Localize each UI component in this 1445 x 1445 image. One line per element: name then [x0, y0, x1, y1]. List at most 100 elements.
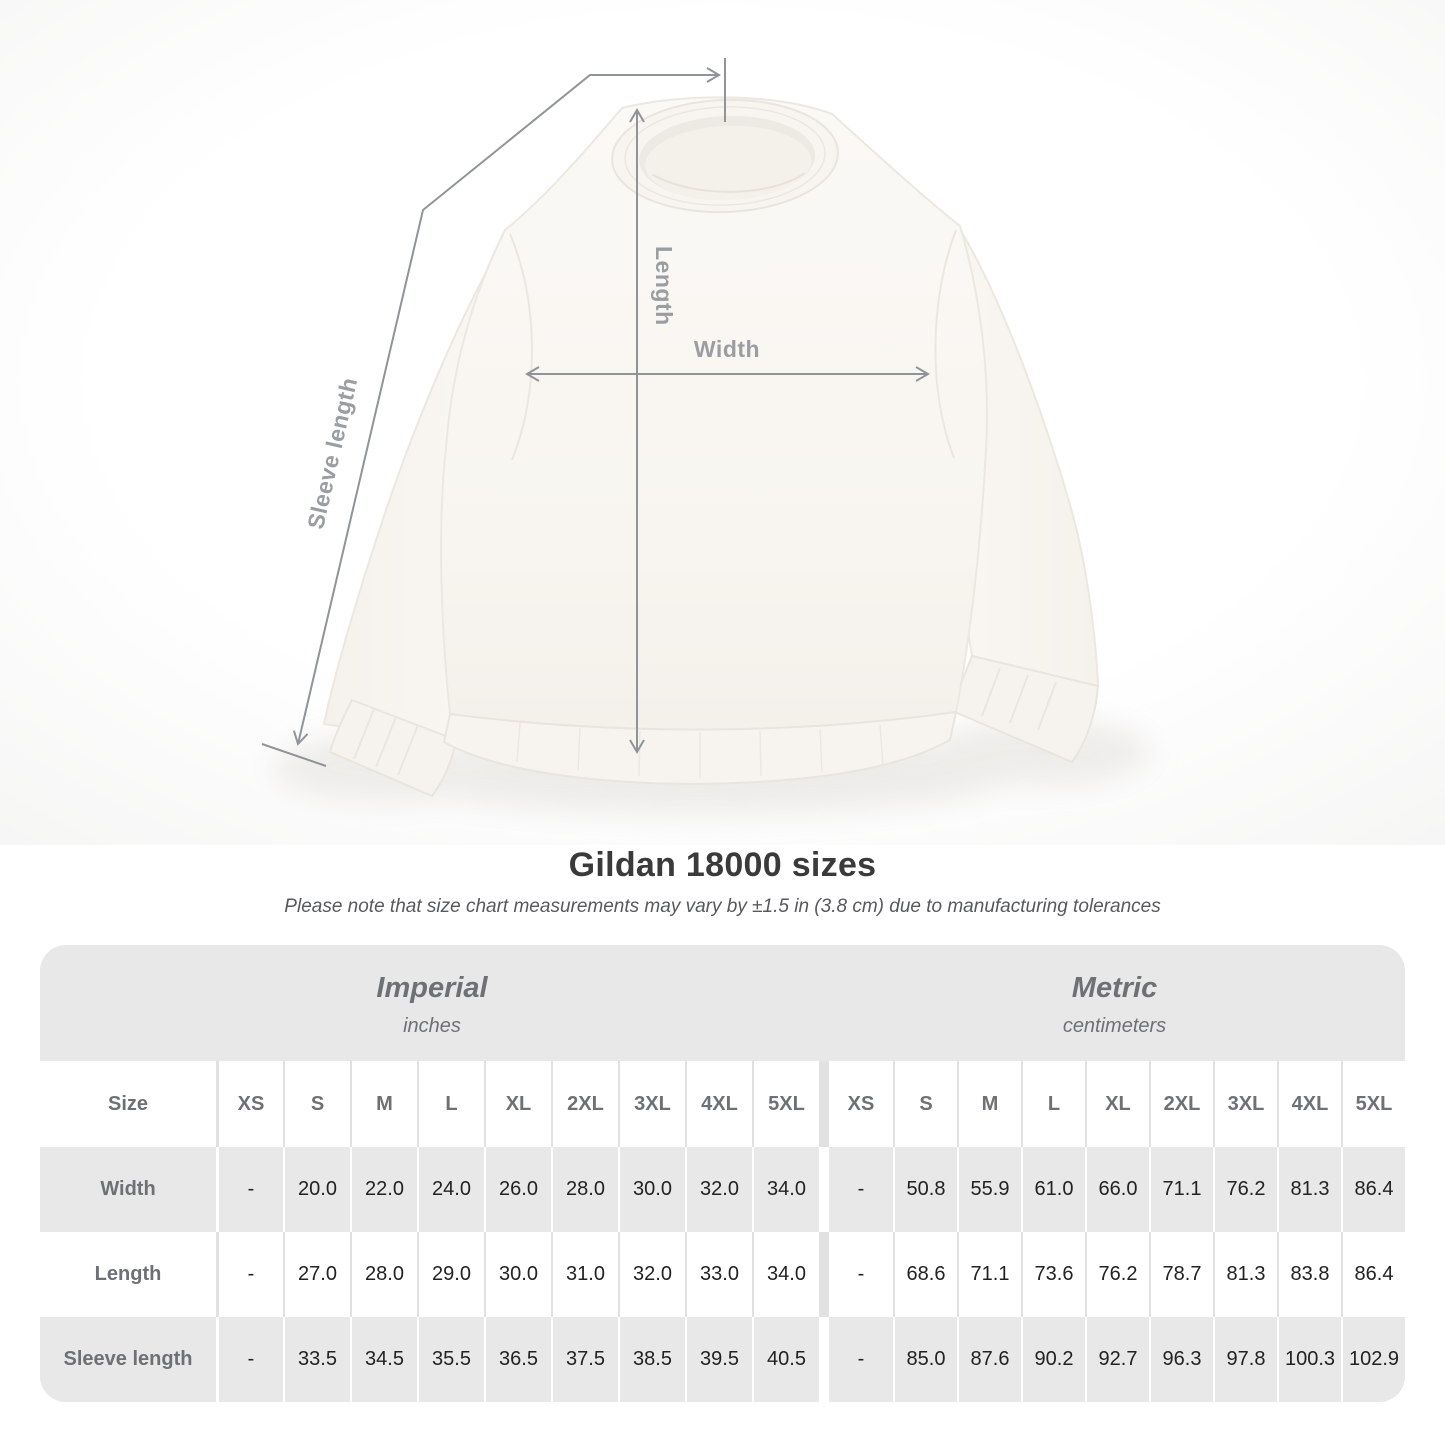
size-col-header: XL — [1085, 1061, 1149, 1147]
corner-header: Size — [107, 1092, 149, 1115]
value-cell: 39.5 — [685, 1317, 752, 1402]
product-photo: Width Length Sleeve length — [0, 0, 1445, 845]
value-cell: 31.0 — [551, 1232, 618, 1317]
size-col-header: 5XL — [752, 1061, 819, 1147]
value-cell: 40.5 — [752, 1317, 819, 1402]
group-divider — [819, 1317, 829, 1402]
length-label: Length — [651, 246, 677, 326]
width-label: Width — [694, 336, 760, 362]
size-col-header: 3XL — [618, 1061, 685, 1147]
value-cell: 73.6 — [1021, 1232, 1085, 1317]
metric-unit: centimeters — [1062, 1015, 1167, 1037]
metric-label: Metric — [1071, 972, 1158, 1004]
group-divider — [819, 1232, 829, 1317]
value-cell: 97.8 — [1213, 1317, 1277, 1402]
value-cell: 61.0 — [1021, 1147, 1085, 1232]
value-cell: - — [216, 1232, 283, 1317]
value-cell: - — [216, 1147, 283, 1232]
size-col-header: 3XL — [1213, 1061, 1277, 1147]
value-cell: 83.8 — [1277, 1232, 1341, 1317]
value-cell: 76.2 — [1085, 1232, 1149, 1317]
value-cell: 68.6 — [893, 1232, 957, 1317]
metric-group-header: Metric centimeters — [824, 945, 1405, 1061]
size-col-header: M — [350, 1061, 417, 1147]
value-cell: 86.4 — [1341, 1147, 1405, 1232]
size-col-header: 5XL — [1341, 1061, 1405, 1147]
value-cell: 96.3 — [1149, 1317, 1213, 1402]
value-cell: 24.0 — [417, 1147, 484, 1232]
size-col-header: XS — [847, 1092, 875, 1115]
value-cell: 26.0 — [484, 1147, 551, 1232]
size-col-header: 4XL — [685, 1061, 752, 1147]
imperial-group-header: Imperial inches — [40, 945, 824, 1061]
measurement-annotations — [261, 58, 930, 767]
value-cell: 29.0 — [417, 1232, 484, 1317]
size-col-header: 2XL — [551, 1061, 618, 1147]
size-col-header: M — [957, 1061, 1021, 1147]
value-cell: 71.1 — [1149, 1147, 1213, 1232]
value-cell: 34.5 — [350, 1317, 417, 1402]
page-title: Gildan 18000 sizes — [568, 846, 877, 884]
row-label: Sleeve length — [63, 1348, 193, 1370]
group-divider — [819, 1061, 829, 1147]
size-col-header: S — [893, 1061, 957, 1147]
value-cell: 33.0 — [685, 1232, 752, 1317]
value-cell: 20.0 — [283, 1147, 350, 1232]
value-cell: 66.0 — [1085, 1147, 1149, 1232]
size-col-header: XL — [484, 1061, 551, 1147]
value-cell: 28.0 — [350, 1232, 417, 1317]
group-divider — [819, 1147, 829, 1232]
value-cell: 81.3 — [1213, 1232, 1277, 1317]
value-cell: 36.5 — [484, 1317, 551, 1402]
value-cell: 34.0 — [752, 1147, 819, 1232]
value-cell: 78.7 — [1149, 1232, 1213, 1317]
value-cell: 85.0 — [893, 1317, 957, 1402]
value-cell: 34.0 — [752, 1232, 819, 1317]
value-cell: - — [857, 1178, 865, 1200]
value-cell: 76.2 — [1213, 1147, 1277, 1232]
size-col-header: S — [283, 1061, 350, 1147]
value-cell: 50.8 — [893, 1147, 957, 1232]
value-cell: 32.0 — [685, 1147, 752, 1232]
value-cell: 87.6 — [957, 1317, 1021, 1402]
value-cell: 30.0 — [618, 1147, 685, 1232]
size-col-header: 2XL — [1149, 1061, 1213, 1147]
sleeve-length-arrow — [292, 67, 721, 746]
imperial-label: Imperial — [376, 972, 488, 1004]
value-cell: 22.0 — [350, 1147, 417, 1232]
table-row-width: Width - 20.0 22.0 24.0 26.0 28.0 30.0 32… — [40, 1147, 1405, 1232]
value-cell: - — [857, 1348, 865, 1370]
size-col-header: XS — [216, 1061, 283, 1147]
table-row-length: Length - 27.0 28.0 29.0 30.0 31.0 32.0 3… — [40, 1232, 1405, 1317]
cuff-reference-tick — [261, 743, 327, 767]
value-cell: 92.7 — [1085, 1317, 1149, 1402]
size-col-header: L — [417, 1061, 484, 1147]
value-cell: 33.5 — [283, 1317, 350, 1402]
row-label: Width — [100, 1178, 156, 1200]
value-cell: 81.3 — [1277, 1147, 1341, 1232]
value-cell: 38.5 — [618, 1317, 685, 1402]
value-cell: 32.0 — [618, 1232, 685, 1317]
right-cuff — [948, 654, 1100, 764]
value-cell: 86.4 — [1341, 1232, 1405, 1317]
tolerance-note: Please note that size chart measurements… — [284, 896, 1161, 917]
value-cell: 37.5 — [551, 1317, 618, 1402]
size-table: Imperial inches Metric centimeters Size … — [40, 945, 1405, 1402]
value-cell: 55.9 — [957, 1147, 1021, 1232]
value-cell: 35.5 — [417, 1317, 484, 1402]
value-cell: 102.9 — [1341, 1317, 1405, 1402]
table-row-sleeve-length: Sleeve length - 33.5 34.5 35.5 36.5 37.5… — [40, 1317, 1405, 1402]
row-label: Length — [94, 1263, 162, 1285]
value-cell: 30.0 — [484, 1232, 551, 1317]
value-cell: 27.0 — [283, 1232, 350, 1317]
imperial-unit: inches — [403, 1015, 461, 1037]
size-header-row: Size XS S M L XL 2XL 3XL 4XL 5XL XS S M … — [40, 1061, 1405, 1147]
value-cell: 90.2 — [1021, 1317, 1085, 1402]
value-cell: - — [857, 1263, 865, 1285]
unit-group-header: Imperial inches Metric centimeters — [40, 945, 1405, 1061]
value-cell: - — [216, 1317, 283, 1402]
value-cell: 28.0 — [551, 1147, 618, 1232]
size-col-header: L — [1021, 1061, 1085, 1147]
value-cell: 71.1 — [957, 1232, 1021, 1317]
